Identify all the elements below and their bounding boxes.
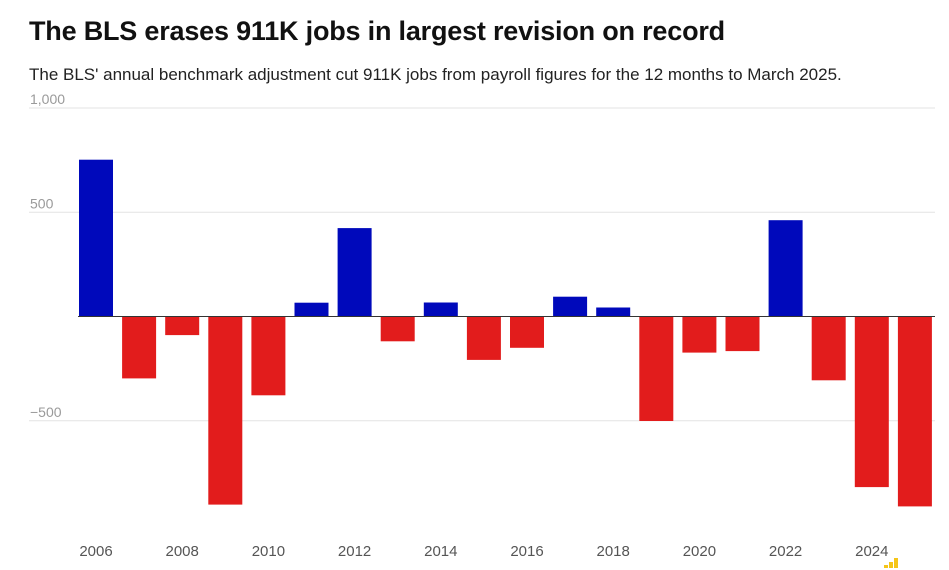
x-tick-label: 2010 (252, 543, 285, 560)
bar-2025[interactable] (897, 316, 932, 507)
y-tick-label: 500 (30, 195, 54, 211)
x-tick-label: 2024 (855, 543, 888, 560)
x-tick-label: 2018 (597, 543, 630, 560)
chart-title: The BLS erases 911K jobs in largest revi… (29, 16, 725, 46)
bar-2009[interactable] (208, 316, 243, 505)
x-tick-label: 2006 (79, 543, 112, 560)
bar-2021[interactable] (725, 316, 760, 352)
brand-logo-icon (884, 558, 898, 568)
bar-2008[interactable] (165, 316, 200, 336)
bar-2023[interactable] (811, 316, 846, 381)
bar-2015[interactable] (466, 316, 501, 360)
chart-subtitle: The BLS' annual benchmark adjustment cut… (29, 65, 842, 84)
bar-2022[interactable] (768, 220, 803, 317)
bar-2013[interactable] (380, 316, 415, 342)
bar-2007[interactable] (122, 316, 157, 379)
x-tick-label: 2016 (510, 543, 543, 560)
bar-2014[interactable] (423, 302, 458, 317)
y-tick-label: 1,000 (30, 91, 65, 107)
x-tick-label: 2014 (424, 543, 457, 560)
bar-2006[interactable] (79, 159, 113, 317)
x-tick-label: 2022 (769, 543, 802, 560)
bar-2016[interactable] (510, 316, 544, 348)
x-tick-label: 2012 (338, 543, 371, 560)
x-tick-label: 2020 (683, 543, 716, 560)
bar-2010[interactable] (251, 316, 286, 396)
y-tick-label: −500 (30, 404, 62, 420)
bar-2011[interactable] (294, 302, 329, 317)
bar-2019[interactable] (639, 316, 674, 422)
bar-2020[interactable] (682, 316, 717, 353)
x-tick-label: 2008 (166, 543, 199, 560)
bar-2024[interactable] (854, 316, 889, 488)
bar-2017[interactable] (553, 296, 588, 317)
bar-2018[interactable] (596, 307, 631, 317)
bar-2012[interactable] (337, 228, 372, 317)
